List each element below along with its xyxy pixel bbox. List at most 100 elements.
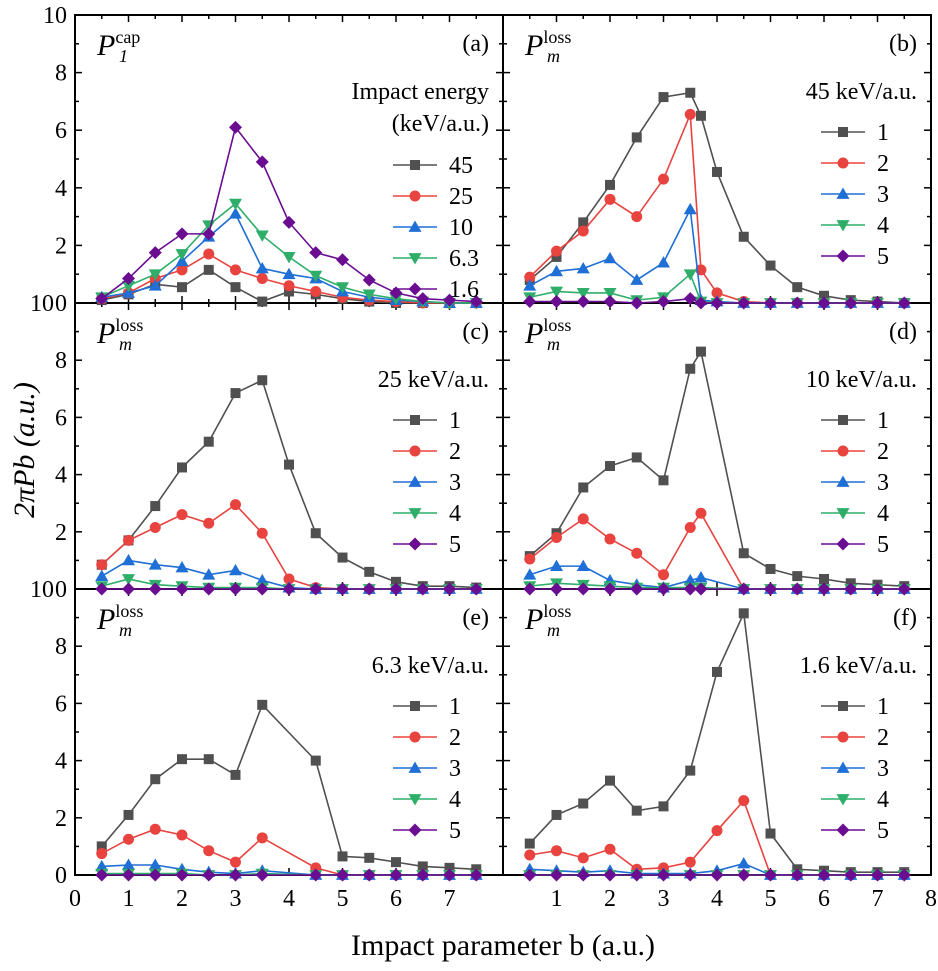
data-point [685, 363, 696, 374]
data-point [790, 868, 804, 882]
data-point [284, 459, 294, 470]
data-point [695, 507, 707, 519]
data-point [737, 868, 751, 882]
legend-label: 1 [449, 694, 461, 720]
data-point [605, 775, 615, 786]
data-point [838, 127, 848, 137]
data-point [605, 461, 615, 472]
data-point [148, 558, 162, 570]
data-point [577, 225, 589, 237]
data-point [630, 582, 644, 596]
panel-symbol: Ploss [524, 601, 571, 636]
data-point [283, 573, 295, 585]
data-point [817, 582, 831, 596]
legend-label: 10 [449, 215, 473, 241]
data-point [576, 868, 590, 882]
panel-label: (a) [462, 31, 489, 57]
data-point [551, 532, 562, 544]
data-point [149, 823, 161, 835]
data-point [309, 868, 323, 882]
data-point [577, 513, 589, 525]
legend-label: 4 [449, 501, 461, 527]
data-point [362, 289, 376, 301]
data-point [817, 868, 831, 882]
symbol-superscript: cap [115, 27, 140, 47]
legend-label: 1 [449, 408, 461, 434]
data-point [255, 582, 269, 596]
data-point [230, 856, 241, 868]
symbol-superscript: loss [115, 601, 143, 621]
data-point [310, 528, 321, 539]
x-tick-label: 8 [925, 886, 937, 912]
series-line [529, 114, 905, 304]
data-point [657, 295, 670, 309]
data-point [255, 868, 269, 882]
panel-label: (d) [889, 319, 917, 345]
data-point [336, 253, 349, 267]
data-point [603, 288, 617, 300]
x-tick-label: 1 [551, 886, 563, 912]
data-point [657, 868, 670, 882]
data-point [844, 296, 858, 310]
y-tick-label: 10 [30, 291, 54, 317]
data-point [711, 287, 723, 299]
x-tick-label: 6 [390, 886, 402, 912]
data-point [416, 292, 430, 306]
data-point [282, 215, 296, 229]
y-tick-label: 4 [55, 749, 67, 775]
data-point [792, 282, 803, 293]
y-tick-label: 6 [55, 405, 67, 431]
data-point [711, 825, 723, 837]
data-point [229, 207, 242, 219]
y-tick-label: 10 [43, 3, 67, 29]
legend-label: 3 [877, 756, 889, 782]
data-point [694, 582, 708, 596]
data-point [658, 801, 669, 812]
x-axis-label: Impact parameter b (a.u.) [351, 929, 655, 962]
data-point [524, 838, 535, 849]
data-point [790, 582, 804, 596]
data-point [148, 582, 162, 596]
data-point [176, 264, 188, 276]
data-point [710, 868, 724, 882]
data-point [95, 582, 109, 596]
data-point [148, 858, 162, 870]
data-point [738, 231, 749, 242]
data-point [230, 264, 241, 276]
data-point [255, 261, 269, 274]
data-point [657, 582, 670, 596]
x-tick-label: 3 [230, 886, 242, 912]
symbol-superscript: loss [543, 315, 571, 335]
data-point [576, 288, 590, 300]
data-point [362, 868, 376, 882]
data-point [765, 260, 776, 271]
legend-label: 2 [877, 725, 889, 751]
data-point [523, 279, 537, 291]
data-point [364, 852, 375, 863]
data-point [389, 293, 403, 306]
data-point [836, 249, 850, 263]
data-point [738, 548, 749, 559]
data-point [578, 217, 589, 228]
data-point [630, 296, 644, 310]
legend-label: 3 [877, 470, 889, 496]
data-point [685, 765, 696, 776]
legend-energy: 10 keV/a.u. [806, 367, 917, 393]
data-point [683, 573, 697, 586]
data-point [631, 547, 643, 559]
data-point [737, 582, 751, 596]
data-point [469, 582, 483, 596]
panel-symbol: Ploss [96, 315, 143, 350]
data-point [523, 582, 537, 596]
panel-symbol: Pcap [96, 27, 140, 62]
data-point [309, 270, 323, 283]
legend-label: 1 [877, 408, 889, 434]
data-point [257, 375, 268, 386]
data-point [738, 608, 749, 619]
data-point [576, 261, 590, 274]
data-point [417, 861, 428, 872]
data-point [255, 230, 269, 242]
data-point [177, 754, 187, 765]
